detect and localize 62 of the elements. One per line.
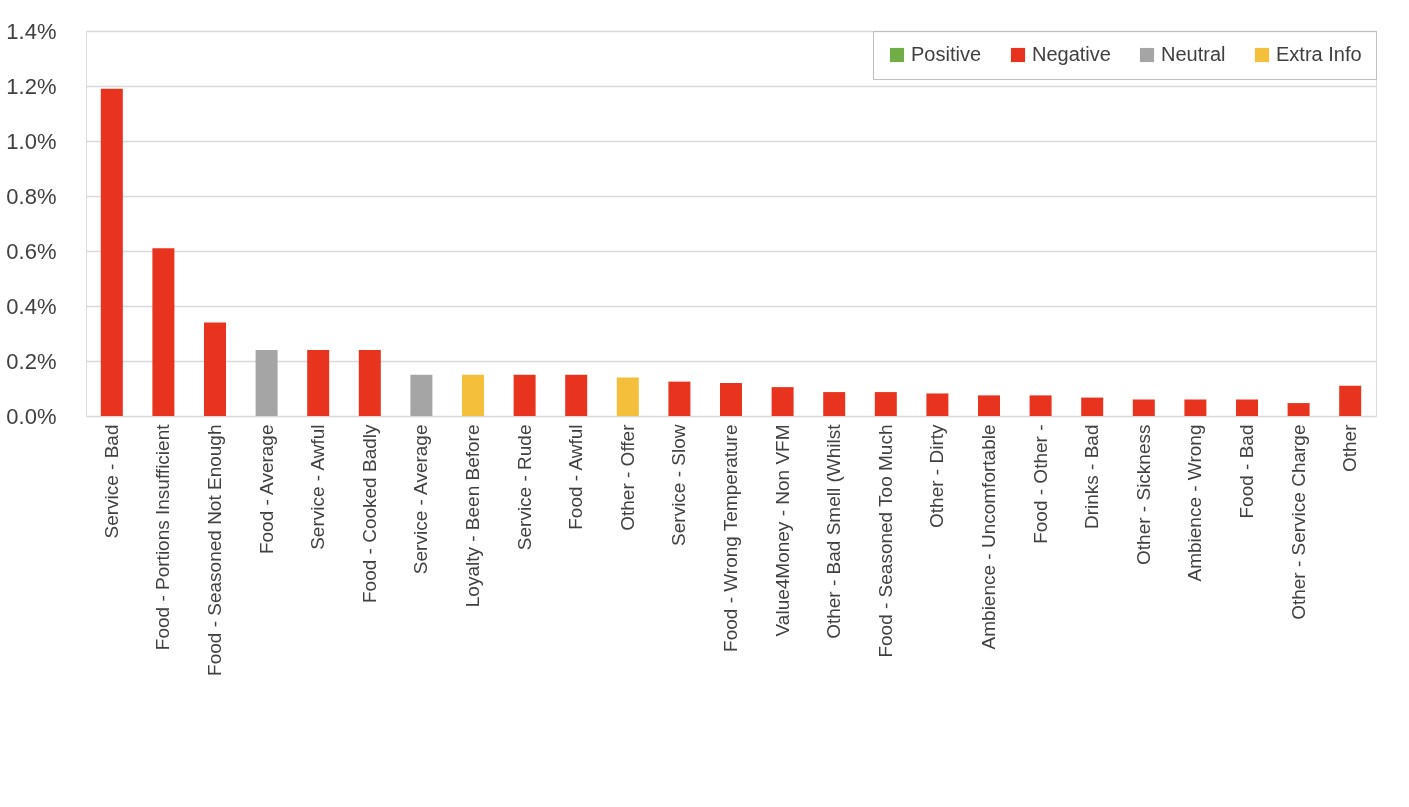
x-tick-label: Other - Service Charge [1287, 424, 1309, 620]
x-tick-label: Other [1339, 423, 1361, 473]
bar [565, 374, 588, 416]
bar [668, 381, 691, 416]
y-tick-label: 0.8% [6, 183, 57, 209]
x-tick-label: Food - Average [255, 424, 277, 555]
x-tick-label: Ambience - Wrong [1184, 424, 1206, 582]
y-tick-label: 0.6% [6, 238, 57, 264]
x-tick-label: Other - Sickness [1132, 424, 1154, 565]
y-tick-label: 1.4% [6, 18, 57, 44]
x-tick-label: Other - Bad Smell (Whilst [823, 423, 845, 639]
bar [874, 392, 897, 416]
x-tick-label: Value4Money - Non VFM [771, 424, 793, 637]
legend-label: Extra Info [1276, 43, 1362, 65]
bar [410, 374, 433, 416]
bar [616, 377, 639, 416]
bar [1029, 395, 1052, 416]
x-tick-label: Service - Bad [100, 424, 122, 539]
bar [100, 88, 123, 416]
bar [255, 350, 278, 416]
y-tick-label: 0.0% [6, 403, 57, 429]
x-tick-label: Food - Bad [1236, 424, 1257, 519]
x-tick-label: Food - Wrong Temperature [720, 424, 741, 652]
y-tick-label: 1.0% [6, 128, 57, 154]
bar [152, 248, 175, 416]
legend-label: Positive [911, 43, 982, 65]
x-tick-label: Food - Awful [565, 424, 587, 530]
bar [1287, 403, 1310, 416]
legend-label: Neutral [1161, 43, 1226, 65]
y-tick-label: 1.2% [6, 73, 57, 99]
x-tick-label: Service - Awful [307, 424, 329, 550]
bar [1236, 399, 1258, 416]
bar [1132, 399, 1155, 416]
x-tick-label: Service - Slow [668, 424, 690, 546]
x-tick-label: Food - Cooked Badly [358, 424, 380, 603]
bar [307, 350, 330, 416]
x-tick-label: Ambience - Uncomfortable [978, 424, 999, 650]
bar [1184, 399, 1207, 416]
bar [823, 392, 846, 416]
legend-label: Negative [1032, 43, 1111, 65]
bar [926, 393, 949, 416]
x-tick-label: Service - Average [410, 424, 432, 575]
x-tick-label: Service - Rude [513, 424, 535, 551]
y-tick-label: 0.2% [6, 348, 57, 374]
x-tick-label: Food - Seasoned Not Enough [204, 424, 225, 676]
x-tick-label: Other - Offer [616, 423, 638, 531]
bar [771, 387, 794, 416]
bar [358, 350, 381, 416]
bar [204, 322, 226, 416]
bar [513, 374, 536, 416]
x-tick-label: Food - Portions Insufficient [152, 423, 174, 651]
bar [462, 374, 484, 416]
bar [1081, 397, 1104, 416]
bar [1339, 385, 1362, 416]
bar [720, 383, 742, 416]
y-tick-label: 0.4% [6, 293, 57, 319]
bar [978, 395, 1000, 416]
x-tick-label: Other - Dirty [926, 424, 948, 528]
x-tick-label: Loyalty - Been Before [462, 424, 483, 608]
x-tick-label: Drinks - Bad [1081, 424, 1103, 530]
x-tick-label: Food - Seasoned Too Much [874, 424, 896, 658]
x-tick-label: Food - Other - [1029, 424, 1051, 544]
